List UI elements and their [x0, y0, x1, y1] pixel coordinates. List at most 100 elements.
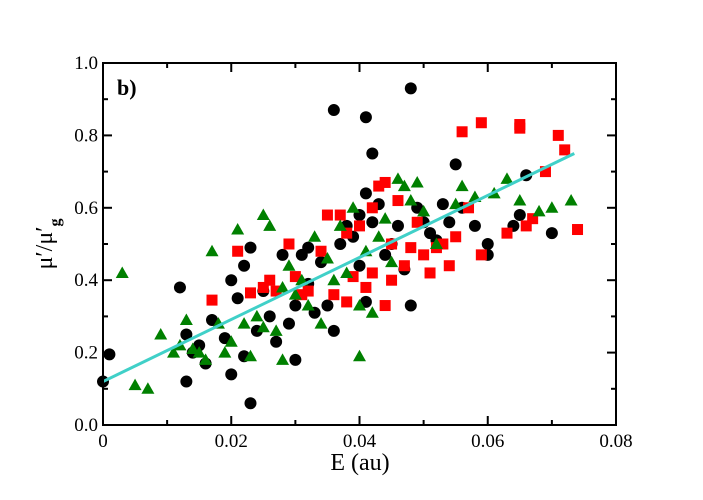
data-point-circle: [244, 241, 257, 254]
data-point-circle: [391, 219, 404, 232]
data-point-triangle: [564, 194, 578, 206]
data-point-triangle: [397, 179, 411, 192]
data-point-square: [411, 216, 423, 228]
data-point-triangle: [224, 335, 238, 347]
data-point-circle: [244, 397, 257, 410]
data-point-triangle: [282, 259, 296, 271]
data-point-triangle: [167, 346, 181, 358]
y-tick-label: 0.0: [74, 415, 98, 436]
data-point-square: [341, 296, 353, 308]
data-point-triangle: [545, 201, 559, 213]
data-point-square: [289, 271, 301, 283]
data-point-triangle: [256, 320, 270, 333]
data-point-square: [379, 300, 391, 312]
data-point-triangle: [429, 237, 443, 249]
data-point-triangle: [186, 342, 200, 354]
data-point-circle: [436, 198, 449, 211]
data-point-triangle: [378, 212, 392, 224]
x-tick-label: 0.04: [343, 431, 377, 452]
data-point-triangle: [179, 313, 193, 326]
data-point-circle: [545, 227, 558, 240]
data-point-square: [366, 267, 378, 279]
data-point-circle: [353, 259, 366, 272]
data-point-square: [232, 245, 244, 257]
x-tick-label: 0.08: [599, 431, 632, 452]
data-point-circle: [366, 216, 379, 229]
data-point-square: [264, 274, 276, 286]
data-point-square: [514, 122, 526, 134]
data-point-square: [296, 289, 308, 301]
data-point-triangle: [500, 172, 514, 184]
data-point-square: [539, 166, 551, 178]
data-point-circle: [481, 238, 494, 250]
fit-line: [102, 152, 575, 383]
data-point-triangle: [205, 244, 219, 257]
x-tick-label: 0: [98, 431, 108, 452]
data-point-triangle: [154, 328, 168, 340]
data-point-triangle: [276, 280, 290, 293]
data-point-square: [257, 281, 269, 293]
data-point-triangle: [308, 230, 322, 242]
data-point-circle: [276, 248, 289, 261]
data-point-triangle: [455, 179, 469, 192]
data-point-circle: [206, 314, 219, 327]
data-point-circle: [513, 209, 526, 222]
series-triangle: [115, 172, 578, 394]
data-point-triangle: [320, 251, 334, 264]
y-axis-title-group: μ′/μ′g: [32, 219, 64, 270]
data-point-square: [270, 285, 282, 297]
data-point-circle: [225, 274, 238, 287]
data-point-triangle: [263, 219, 277, 231]
axis-ticks: 0 0.02 0.04 0.06 0.08 0.0 0.2 0.4 0.6 0.8 1.0: [74, 53, 632, 452]
data-point-square: [315, 245, 327, 257]
data-point-square: [386, 238, 398, 250]
data-point-triangle: [256, 208, 270, 221]
series-square: [206, 117, 584, 312]
data-point-circle: [404, 299, 417, 312]
data-point-circle: [379, 248, 392, 261]
data-point-square: [475, 117, 487, 129]
data-point-circle: [180, 328, 193, 341]
data-point-triangle: [218, 346, 232, 358]
data-point-square: [424, 267, 436, 279]
y-tick-label: 0.2: [74, 343, 98, 364]
data-point-square: [328, 289, 340, 301]
data-point-circle: [404, 82, 417, 95]
data-point-triangle: [365, 306, 379, 318]
x-tick-label: 0.02: [215, 431, 248, 452]
data-point-triangle: [513, 194, 527, 206]
data-point-square: [501, 227, 513, 239]
data-point-triangle: [250, 309, 264, 322]
data-point-circle: [225, 368, 238, 381]
data-point-triangle: [385, 255, 399, 268]
data-point-circle: [173, 281, 186, 294]
data-point-circle: [359, 187, 372, 200]
data-point-circle: [289, 299, 302, 312]
data-point-square: [475, 249, 487, 261]
data-point-square: [443, 260, 455, 272]
data-point-circle: [443, 216, 456, 229]
data-point-circle: [327, 324, 340, 337]
data-point-circle: [302, 241, 315, 254]
data-point-circle: [327, 104, 340, 117]
data-point-triangle: [301, 299, 315, 311]
data-point-square: [283, 238, 295, 250]
data-point-triangle: [404, 194, 418, 206]
data-point-circle: [289, 353, 302, 366]
data-point-triangle: [353, 299, 366, 311]
data-point-square: [334, 209, 346, 221]
data-point-square: [354, 220, 365, 232]
data-point-triangle: [333, 219, 347, 231]
data-point-square: [437, 238, 449, 250]
y-axis-title: μ′/μ′g: [32, 219, 64, 270]
x-axis-title: E (au): [330, 450, 389, 476]
data-point-triangle: [340, 266, 354, 278]
data-point-circle: [359, 111, 372, 124]
y-tick-label: 0.4: [74, 270, 98, 291]
data-point-triangle: [391, 172, 405, 184]
data-point-square: [450, 231, 462, 243]
data-point-triangle: [288, 288, 302, 300]
data-point-triangle: [532, 204, 546, 217]
data-point-triangle: [141, 382, 155, 394]
